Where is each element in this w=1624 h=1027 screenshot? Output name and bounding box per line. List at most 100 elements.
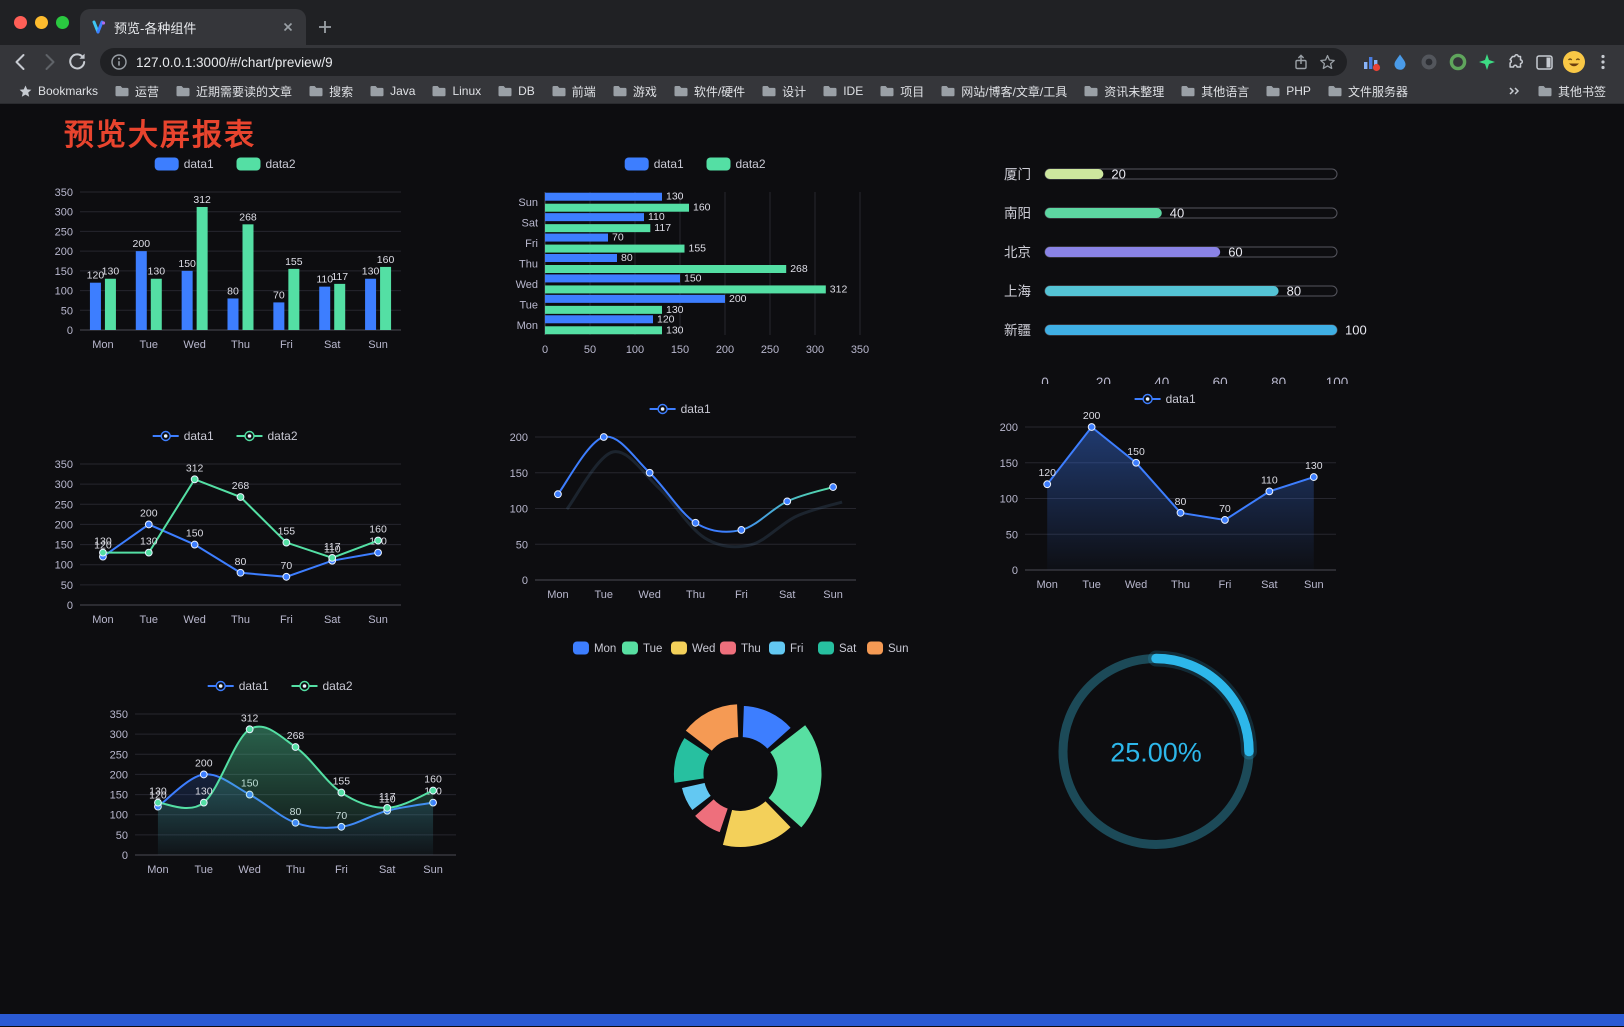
chart-dual-line[interactable]: data1 data2 0 50 100 150 200 250 300 350 Mon Tue Wed… (40, 422, 415, 640)
bookmark-folder[interactable]: 其他语言 (1172, 81, 1257, 102)
chart-canvas[interactable]: data1 data2 0 50 100 150 200 250 300 350 Mon Tue Wed… (95, 672, 470, 885)
bookmarks-bar: Bookmarks 运营 近期需要读的文章 搜索 Java Linux DB 前端 游戏 软件/… (0, 79, 1624, 104)
bookmark-folder[interactable]: DB (489, 81, 543, 101)
svg-text:130: 130 (362, 266, 380, 278)
svg-text:350: 350 (55, 187, 73, 199)
chart-canvas[interactable]: data1 data2 0 50 100 150 200 250 300 350 Mon Tue Wed… (40, 150, 415, 360)
chart-gauge[interactable]: 25.00% (1036, 634, 1276, 874)
svg-text:data2: data2 (266, 157, 296, 171)
bookmark-folder[interactable]: 软件/硬件 (665, 81, 753, 102)
folder-icon (762, 86, 776, 97)
chart-canvas[interactable]: data1 0 50 100 150 200 Mon Tue Wed Thu Fri Sat Sun 12… (985, 385, 1350, 600)
bookmark-folder[interactable]: 设计 (753, 81, 814, 102)
bookmark-folder[interactable]: 资讯未整理 (1075, 81, 1172, 102)
side-panel-button[interactable] (1531, 49, 1558, 75)
tab-strip: 预览-各种组件 (0, 0, 1624, 45)
extension-icon-green[interactable] (1444, 49, 1471, 75)
browser-menu-button[interactable] (1589, 49, 1616, 75)
chart-canvas[interactable]: data1 0 50 100 150 200 Mon Tue Wed Thu Fri Sat Sun (495, 395, 870, 610)
browser-tab[interactable]: 预览-各种组件 (80, 9, 306, 45)
svg-text:60: 60 (1213, 375, 1228, 384)
svg-text:50: 50 (116, 830, 128, 842)
extension-icon-drop[interactable] (1386, 49, 1413, 75)
extension-icon-star[interactable] (1473, 49, 1500, 75)
bookmark-folder[interactable]: 网站/博客/文章/工具 (932, 81, 1075, 102)
bookmark-folder[interactable]: 前端 (543, 81, 604, 102)
svg-text:20: 20 (1111, 167, 1125, 182)
chart-canvas[interactable]: data1 data2 0 50 100 150 200 250 300 350 Mon Tue Wed… (40, 422, 415, 635)
chart-area-line[interactable]: data1 0 50 100 150 200 Mon Tue Wed Thu Fri Sat Sun 12… (985, 385, 1350, 605)
bookmark-folder[interactable]: 项目 (871, 81, 932, 102)
bookmark-folder[interactable]: Java (361, 81, 423, 101)
chart-gradient-line[interactable]: data1 0 50 100 150 200 Mon Tue Wed Thu Fri Sat Sun (495, 395, 870, 615)
svg-text:Mon: Mon (147, 864, 168, 876)
new-tab-button[interactable] (312, 14, 338, 40)
svg-text:data2: data2 (268, 429, 298, 443)
profile-avatar[interactable] (1560, 49, 1587, 75)
chart-canvas[interactable]: Mon Tue Wed Thu Fri Sat Sun (553, 634, 928, 869)
svg-text:data2: data2 (323, 679, 353, 693)
bookmark-folder[interactable]: Linux (423, 81, 489, 101)
chart-grouped-bar[interactable]: data1 data2 0 50 100 150 200 250 300 350 Mon Tue Wed… (40, 150, 415, 365)
svg-text:200: 200 (729, 293, 747, 305)
svg-text:0: 0 (122, 850, 128, 862)
extensions-puzzle-button[interactable] (1502, 49, 1529, 75)
svg-text:80: 80 (1271, 375, 1286, 384)
bookmark-folder[interactable]: IDE (814, 81, 871, 101)
svg-text:Mon: Mon (517, 320, 538, 332)
url-text[interactable]: 127.0.0.1:3000/#/chart/preview/9 (136, 54, 333, 70)
svg-text:312: 312 (193, 194, 211, 206)
svg-text:0: 0 (1041, 375, 1049, 384)
svg-text:120: 120 (657, 313, 675, 325)
bookmark-folder[interactable]: 运营 (106, 81, 167, 102)
bookmark-folder[interactable]: 游戏 (604, 81, 665, 102)
address-bar[interactable]: 127.0.0.1:3000/#/chart/preview/9 (100, 48, 1347, 76)
puzzle-icon (1509, 53, 1524, 68)
back-button[interactable] (8, 49, 34, 75)
chart-horizontal-bar[interactable]: data1 data2 0 50 100 150 200 250 300 350 Mon Tue Wed… (505, 150, 890, 370)
other-bookmarks-item[interactable]: 其他书签 (1529, 81, 1614, 102)
tab-close-icon[interactable] (280, 19, 296, 35)
svg-text:40: 40 (1154, 375, 1169, 384)
drop-icon (1394, 54, 1405, 70)
chart-canvas[interactable]: 25.00% (1036, 634, 1276, 869)
svg-text:150: 150 (1127, 446, 1145, 458)
extension-icon-dark[interactable] (1415, 49, 1442, 75)
svg-text:Fri: Fri (335, 864, 348, 876)
window-controls[interactable] (14, 16, 69, 29)
extension-icon-stats[interactable] (1357, 49, 1384, 75)
chart-canvas[interactable]: 厦门 20 南阳 40 北京 60 上海 80 新疆 100 0 20 40 60 80 100 (985, 154, 1375, 391)
forward-button[interactable] (36, 49, 62, 75)
maximize-window-button[interactable] (56, 16, 69, 29)
bookmark-star-icon[interactable] (1318, 53, 1337, 72)
svg-text:300: 300 (806, 344, 824, 356)
bookmarks-overflow-button[interactable] (1499, 82, 1529, 100)
chart-dual-line-area[interactable]: data1 data2 0 50 100 150 200 250 300 350 Mon Tue Wed… (95, 672, 470, 890)
site-info-icon[interactable] (110, 53, 128, 71)
svg-text:350: 350 (55, 459, 73, 471)
bookmark-folder[interactable]: 近期需要读的文章 (167, 81, 300, 102)
chart-canvas[interactable]: data1 data2 0 50 100 150 200 250 300 350 Mon Tue Wed… (505, 150, 890, 365)
chart-city-progress[interactable]: 厦门 20 南阳 40 北京 60 上海 80 新疆 100 0 20 40 60 80 100 (985, 154, 1375, 391)
svg-text:150: 150 (186, 528, 204, 540)
folder-icon (1538, 86, 1552, 97)
svg-text:268: 268 (287, 730, 305, 742)
browser-toolbar: 127.0.0.1:3000/#/chart/preview/9 (0, 45, 1624, 79)
back-icon (15, 54, 25, 70)
bookmark-folder[interactable]: 文件服务器 (1319, 81, 1416, 102)
svg-text:155: 155 (285, 256, 303, 268)
svg-text:Wed: Wed (183, 339, 205, 351)
green-circle-icon (1449, 53, 1466, 71)
svg-text:Sat: Sat (324, 614, 341, 626)
minimize-window-button[interactable] (35, 16, 48, 29)
svg-text:120: 120 (87, 270, 105, 282)
bookmarks-root-item[interactable]: Bookmarks (10, 82, 106, 101)
close-window-button[interactable] (14, 16, 27, 29)
chart-rose-donut[interactable]: Mon Tue Wed Thu Fri Sat Sun (553, 634, 928, 874)
reload-button[interactable] (64, 49, 90, 75)
svg-text:0: 0 (67, 325, 73, 337)
bookmark-folder[interactable]: 搜索 (300, 81, 361, 102)
svg-text:Sun: Sun (823, 589, 843, 601)
share-icon[interactable] (1292, 53, 1310, 71)
bookmark-folder[interactable]: PHP (1257, 81, 1319, 101)
